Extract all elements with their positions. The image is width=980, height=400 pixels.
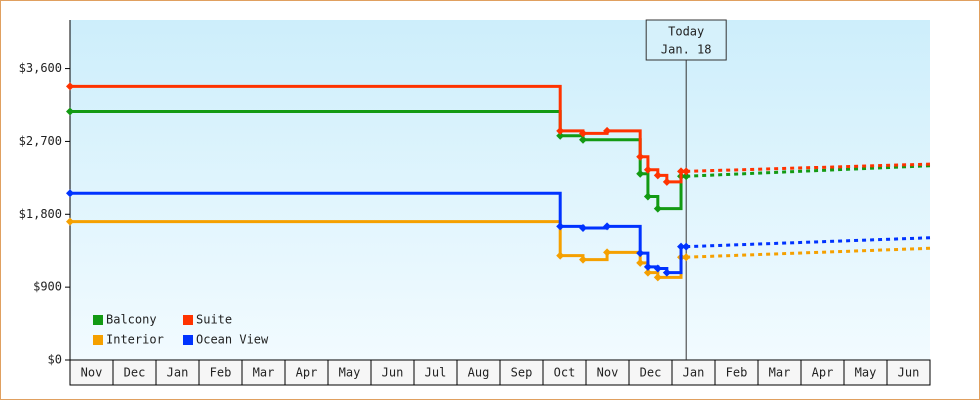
x-tick-label: Jun (898, 366, 920, 380)
price-point (682, 167, 691, 176)
price-point (578, 224, 587, 233)
price-point (603, 126, 612, 135)
y-tick-label: $3,600 (19, 61, 62, 75)
price-point (556, 222, 565, 231)
price-point (643, 262, 652, 271)
price-point (643, 268, 652, 277)
price-point (556, 251, 565, 260)
price-point (556, 126, 565, 135)
x-tick-label: Jul (425, 366, 447, 380)
price-point (653, 171, 662, 180)
x-tick-label: Oct (554, 366, 576, 380)
price-point (682, 253, 691, 262)
price-point (653, 273, 662, 282)
price-point (603, 222, 612, 231)
price-point (66, 82, 74, 91)
x-tick-label: Mar (253, 366, 275, 380)
price-point (682, 172, 691, 181)
x-tick-label: Jan (167, 366, 189, 380)
x-tick-label: Aug (468, 366, 490, 380)
plot-area (70, 20, 930, 360)
x-tick-label: Jan (683, 366, 705, 380)
today-label: Jan. 18 (661, 43, 712, 57)
price-point (636, 152, 645, 161)
price-point (653, 264, 662, 273)
y-tick-label: $2,700 (19, 134, 62, 148)
legend-swatch (93, 335, 103, 345)
price-point (662, 268, 671, 277)
x-tick-label: May (855, 366, 877, 380)
price-point (636, 169, 645, 178)
x-tick-label: Feb (726, 366, 748, 380)
forecast-line (686, 246, 931, 259)
x-tick-label: Sep (511, 366, 533, 380)
price-point (66, 217, 74, 226)
y-tick-label: $1,800 (19, 207, 62, 221)
legend-label: Suite (196, 313, 232, 327)
price-point (578, 129, 587, 138)
price-line (70, 220, 687, 279)
price-point (603, 248, 612, 257)
price-point (578, 135, 587, 144)
forecast-line (686, 164, 931, 178)
legend-swatch (183, 335, 193, 345)
price-point (653, 204, 662, 213)
price-point (578, 255, 587, 264)
x-tick-label: Dec (124, 366, 146, 380)
price-point (66, 189, 74, 198)
x-tick-label: May (339, 366, 361, 380)
x-tick-label: Dec (640, 366, 662, 380)
price-point (643, 165, 652, 174)
today-label: Today (668, 25, 704, 39)
price-point (636, 258, 645, 267)
legend-label: Interior (106, 333, 164, 347)
today-box (645, 19, 727, 61)
price-point (677, 242, 686, 251)
forecast-line (686, 162, 931, 173)
price-point (662, 177, 671, 186)
y-tick-label: $900 (33, 280, 62, 294)
legend-swatch (93, 315, 103, 325)
x-tick-label: Apr (296, 366, 318, 380)
x-tick-label: Nov (81, 366, 103, 380)
x-tick-label: Mar (769, 366, 791, 380)
price-point (66, 107, 74, 116)
price-point (556, 131, 565, 140)
x-tick-label: Feb (210, 366, 232, 380)
x-tick-label: Jun (382, 366, 404, 380)
price-point (682, 242, 691, 251)
legend-swatch (183, 315, 193, 325)
forecast-line (686, 236, 931, 249)
legend-label: Balcony (106, 313, 157, 327)
x-tick-label: Nov (597, 366, 619, 380)
x-tick-label: Apr (812, 366, 834, 380)
legend-label: Ocean View (196, 333, 269, 347)
price-point (643, 192, 652, 201)
price-point (636, 249, 645, 258)
price-point (677, 167, 686, 176)
y-tick-label: $0 (48, 353, 62, 367)
